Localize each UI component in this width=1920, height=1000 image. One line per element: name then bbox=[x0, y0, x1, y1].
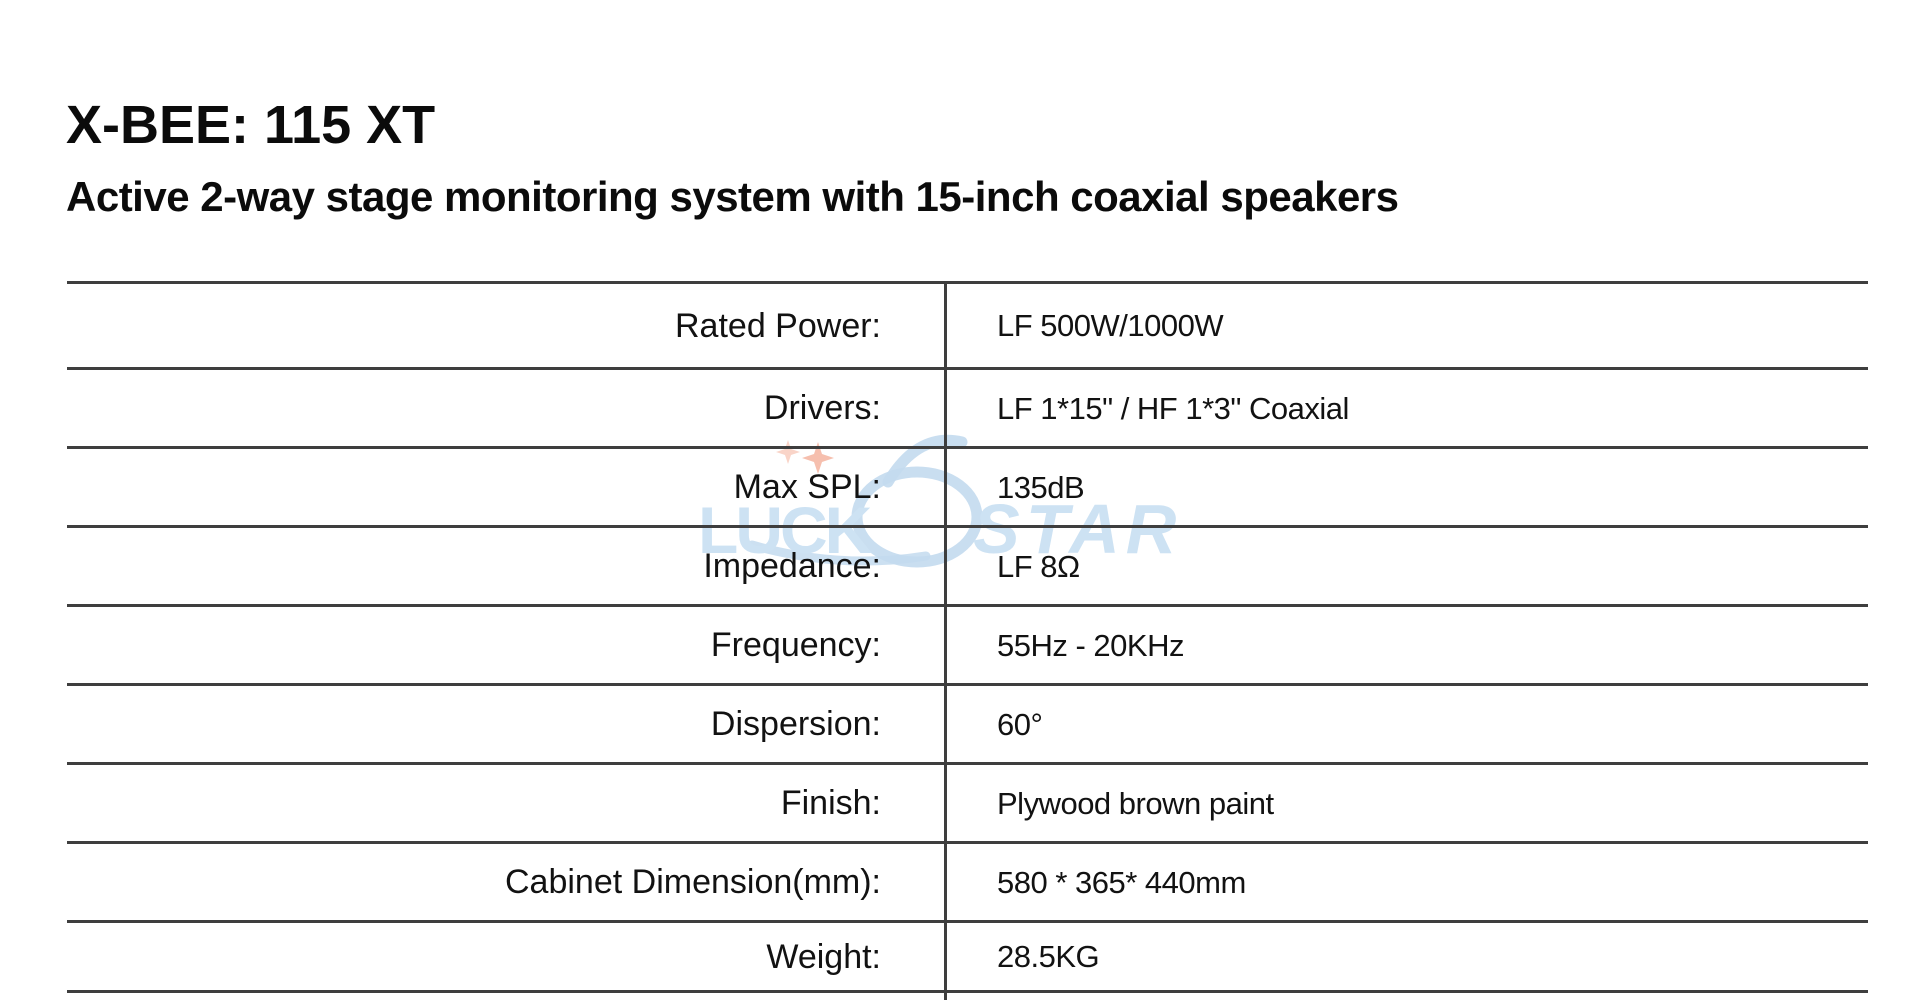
spec-label: Cabinet Dimension(mm): bbox=[505, 863, 881, 901]
spec-row: Dispersion: 60° bbox=[67, 683, 1868, 762]
spec-value: 60° bbox=[997, 706, 1043, 742]
page-subtitle: Active 2-way stage monitoring system wit… bbox=[66, 173, 1399, 220]
spec-value: 135dB bbox=[997, 469, 1085, 505]
spec-label: Finish: bbox=[780, 784, 881, 822]
spec-row: Rated Power: LF 500W/1000W bbox=[67, 281, 1868, 367]
spec-value: 580 * 365* 440mm bbox=[997, 864, 1246, 900]
spec-label: Drivers: bbox=[763, 389, 881, 427]
spec-value: 55Hz - 20KHz bbox=[997, 627, 1184, 663]
spec-row: Weight: 28.5KG bbox=[67, 920, 1868, 990]
spec-value: Plywood brown paint bbox=[997, 785, 1274, 821]
spec-label: Max SPL: bbox=[733, 468, 881, 506]
spec-row: Drivers: LF 1*15" / HF 1*3" Coaxial bbox=[67, 367, 1868, 446]
page-title: X-BEE: 115 XT bbox=[66, 95, 436, 155]
spec-row: Impedance: LF 8Ω bbox=[67, 525, 1868, 604]
spec-value: LF 1*15" / HF 1*3" Coaxial bbox=[997, 390, 1349, 426]
spec-label: Rated Power: bbox=[675, 306, 881, 345]
spec-value: 28.5KG bbox=[997, 939, 1100, 974]
spec-label: Impedance: bbox=[703, 547, 881, 585]
spec-label: Weight: bbox=[766, 937, 881, 976]
spec-row: Max SPL: 135dB bbox=[67, 446, 1868, 525]
spec-label: Dispersion: bbox=[710, 705, 881, 743]
spec-row: Cabinet Dimension(mm): 580 * 365* 440mm bbox=[67, 841, 1868, 920]
spec-row: Finish: Plywood brown paint bbox=[67, 762, 1868, 841]
spec-table: Rated Power: LF 500W/1000W Drivers: LF 1… bbox=[67, 281, 1868, 1000]
spec-label: Frequency: bbox=[710, 626, 881, 664]
spec-value: LF 500W/1000W bbox=[997, 308, 1224, 343]
table-bottom-line bbox=[67, 990, 1868, 993]
column-divider-line bbox=[944, 281, 947, 1000]
spec-row: Frequency: 55Hz - 20KHz bbox=[67, 604, 1868, 683]
spec-value: LF 8Ω bbox=[997, 548, 1080, 584]
